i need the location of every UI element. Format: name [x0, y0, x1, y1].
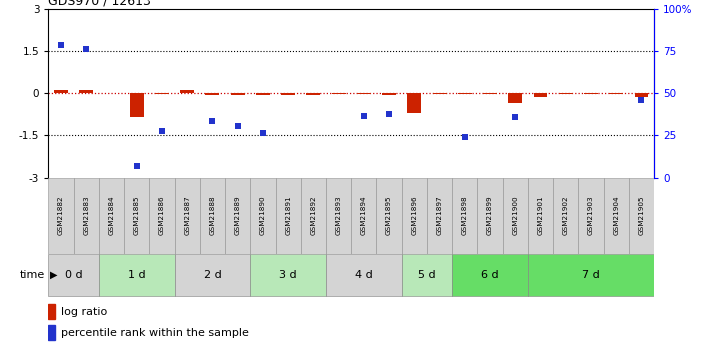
Bar: [407, 93, 422, 113]
Text: GSM21888: GSM21888: [210, 196, 215, 235]
Bar: [629, 178, 654, 254]
Bar: [175, 178, 200, 254]
Bar: [604, 178, 629, 254]
Bar: [74, 178, 99, 254]
Bar: [250, 178, 276, 254]
Bar: [306, 93, 321, 95]
Text: GSM21892: GSM21892: [311, 196, 316, 235]
Bar: [276, 178, 301, 254]
Bar: [402, 255, 452, 296]
Text: GDS970 / 12613: GDS970 / 12613: [48, 0, 151, 8]
Bar: [508, 93, 523, 103]
Bar: [129, 93, 144, 117]
Bar: [357, 93, 371, 94]
Text: GSM21899: GSM21899: [487, 196, 493, 235]
Bar: [584, 93, 598, 94]
Text: 2 d: 2 d: [203, 270, 221, 280]
Text: GSM21894: GSM21894: [361, 196, 367, 235]
Bar: [281, 93, 295, 95]
Bar: [402, 178, 427, 254]
Bar: [331, 93, 346, 94]
Text: GSM21900: GSM21900: [513, 196, 518, 235]
Text: 6 d: 6 d: [481, 270, 499, 280]
Text: GSM21891: GSM21891: [285, 196, 291, 235]
Text: GSM21905: GSM21905: [638, 196, 644, 235]
Text: GSM21884: GSM21884: [109, 196, 114, 235]
Bar: [326, 178, 351, 254]
Text: 1 d: 1 d: [128, 270, 146, 280]
Bar: [48, 255, 99, 296]
Text: log ratio: log ratio: [61, 307, 107, 317]
Bar: [382, 93, 396, 95]
Bar: [54, 90, 68, 93]
Text: GSM21896: GSM21896: [412, 196, 417, 235]
Bar: [452, 178, 478, 254]
Bar: [225, 178, 250, 254]
Bar: [175, 255, 250, 296]
Bar: [48, 325, 55, 340]
Bar: [528, 255, 654, 296]
Text: GSM21890: GSM21890: [260, 196, 266, 235]
Text: GSM21886: GSM21886: [159, 196, 165, 235]
Bar: [205, 93, 220, 95]
Bar: [256, 93, 270, 95]
Bar: [79, 90, 93, 93]
Bar: [99, 178, 124, 254]
Text: 4 d: 4 d: [355, 270, 373, 280]
Bar: [478, 178, 503, 254]
Bar: [155, 93, 169, 94]
Text: GSM21904: GSM21904: [614, 196, 619, 235]
Bar: [48, 305, 55, 319]
Text: GSM21901: GSM21901: [538, 196, 543, 235]
Bar: [301, 178, 326, 254]
Bar: [483, 93, 497, 94]
Bar: [124, 178, 149, 254]
Text: GSM21903: GSM21903: [588, 196, 594, 235]
Text: percentile rank within the sample: percentile rank within the sample: [61, 328, 249, 338]
Text: 0 d: 0 d: [65, 270, 82, 280]
Bar: [432, 93, 447, 94]
Bar: [250, 255, 326, 296]
Bar: [377, 178, 402, 254]
Text: time: time: [19, 270, 45, 280]
Text: 7 d: 7 d: [582, 270, 600, 280]
Bar: [579, 178, 604, 254]
Bar: [452, 255, 528, 296]
Bar: [149, 178, 175, 254]
Bar: [553, 178, 579, 254]
Bar: [559, 93, 573, 94]
Bar: [533, 93, 547, 97]
Text: GSM21895: GSM21895: [386, 196, 392, 235]
Bar: [99, 255, 175, 296]
Bar: [528, 178, 553, 254]
Text: GSM21897: GSM21897: [437, 196, 442, 235]
Bar: [180, 90, 194, 93]
Text: GSM21902: GSM21902: [563, 196, 569, 235]
Text: GSM21889: GSM21889: [235, 196, 240, 235]
Bar: [48, 178, 74, 254]
Text: GSM21883: GSM21883: [83, 196, 89, 235]
Text: GSM21893: GSM21893: [336, 196, 341, 235]
Bar: [634, 93, 648, 97]
Bar: [609, 93, 624, 94]
Bar: [503, 178, 528, 254]
Bar: [458, 93, 472, 94]
Text: 5 d: 5 d: [418, 270, 436, 280]
Bar: [230, 93, 245, 95]
Bar: [427, 178, 452, 254]
Text: 3 d: 3 d: [279, 270, 297, 280]
Bar: [351, 178, 377, 254]
Text: ▶: ▶: [50, 270, 58, 280]
Bar: [200, 178, 225, 254]
Text: GSM21882: GSM21882: [58, 196, 64, 235]
Text: GSM21885: GSM21885: [134, 196, 139, 235]
Bar: [326, 255, 402, 296]
Text: GSM21887: GSM21887: [184, 196, 190, 235]
Text: GSM21898: GSM21898: [462, 196, 468, 235]
